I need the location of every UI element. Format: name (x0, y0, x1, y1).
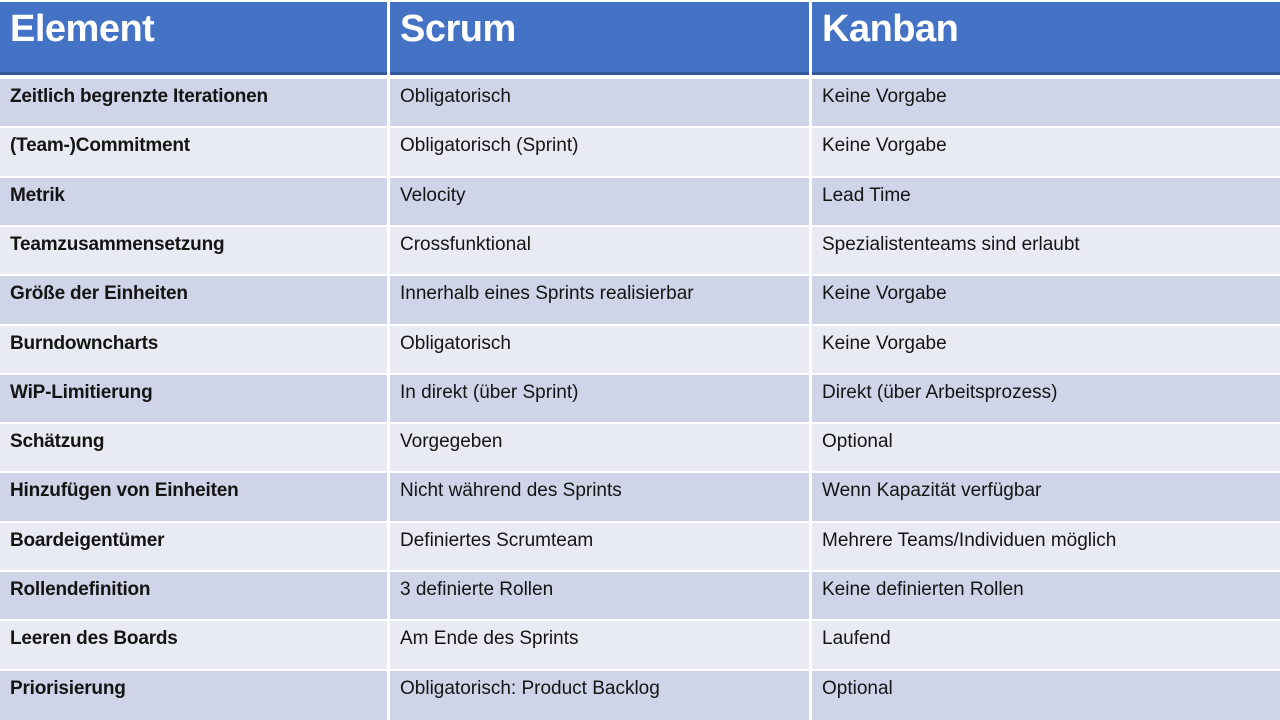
scrum-value: Innerhalb eines Sprints realisierbar (390, 276, 812, 326)
scrum-value: In direkt (über Sprint) (390, 374, 812, 425)
kanban-value: Optional (812, 670, 1280, 720)
kanban-value: Wenn Kapazität verfügbar (812, 473, 1280, 523)
scrum-value: Nicht während des Sprints (390, 473, 812, 523)
row-label: Teamzusammensetzung (0, 226, 390, 277)
scrum-value: Obligatorisch (390, 79, 812, 129)
row-label: Hinzufügen von Einheiten (0, 473, 390, 523)
row-label: Größe der Einheiten (0, 276, 390, 326)
kanban-value: Keine Vorgabe (812, 128, 1280, 178)
scrum-value: Obligatorisch: Product Backlog (390, 670, 812, 720)
kanban-value: Optional (812, 424, 1280, 474)
scrum-value: Obligatorisch (Sprint) (390, 128, 812, 178)
kanban-value: Keine Vorgabe (812, 79, 1280, 129)
kanban-value: Keine Vorgabe (812, 325, 1280, 375)
scrum-value: Definiertes Scrumteam (390, 522, 812, 573)
scrum-value: Crossfunktional (390, 226, 812, 277)
scrum-value: Vorgegeben (390, 424, 812, 474)
kanban-value: Laufend (812, 621, 1280, 671)
kanban-value: Keine Vorgabe (812, 276, 1280, 326)
row-label: Priorisierung (0, 670, 390, 720)
row-label: Schätzung (0, 424, 390, 474)
kanban-value: Keine definierten Rollen (812, 572, 1280, 622)
row-label: Boardeigentümer (0, 522, 390, 573)
scrum-value: Am Ende des Sprints (390, 621, 812, 671)
row-label: Leeren des Boards (0, 621, 390, 671)
kanban-value: Lead Time (812, 177, 1280, 227)
row-label: (Team-)Commitment (0, 128, 390, 178)
row-label: WiP-Limitierung (0, 374, 390, 425)
kanban-value: Direkt (über Arbeitsprozess) (812, 374, 1280, 425)
column-header-kanban: Kanban (812, 2, 1280, 79)
scrum-value: Obligatorisch (390, 325, 812, 375)
column-header-scrum: Scrum (390, 2, 812, 79)
row-label: Zeitlich begrenzte Iterationen (0, 79, 390, 129)
row-label: Rollendefinition (0, 572, 390, 622)
scrum-value: 3 definierte Rollen (390, 572, 812, 622)
kanban-value: Spezialistenteams sind erlaubt (812, 226, 1280, 277)
scrum-value: Velocity (390, 177, 812, 227)
row-label: Burndowncharts (0, 325, 390, 375)
kanban-value: Mehrere Teams/Individuen möglich (812, 522, 1280, 573)
column-header-element: Element (0, 2, 390, 79)
row-label: Metrik (0, 177, 390, 227)
